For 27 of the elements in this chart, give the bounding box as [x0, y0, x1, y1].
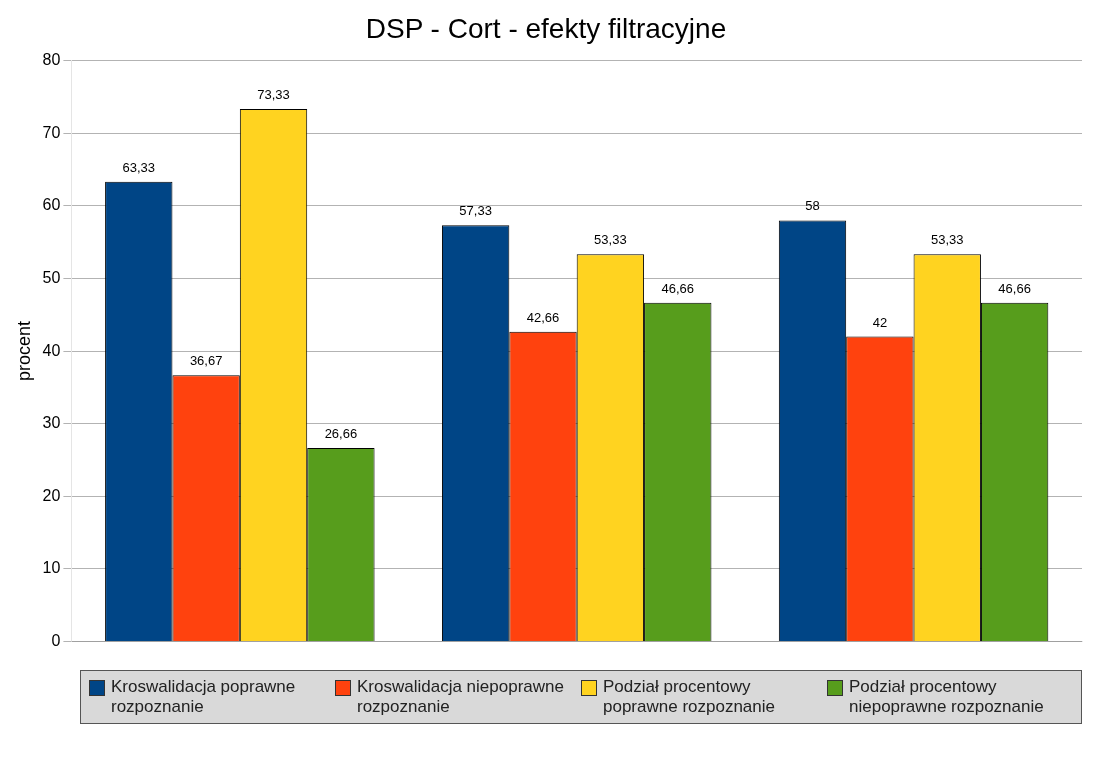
legend-label: Podział procentowy poprawne rozpoznanie	[603, 677, 776, 717]
data-label: 42,66	[526, 309, 560, 325]
y-tick-label: 40	[42, 341, 61, 359]
y-tick-label: 80	[42, 51, 61, 69]
data-label: 26,66	[324, 426, 358, 442]
data-label: 73,33	[257, 87, 290, 103]
chart-title: DSP - Cort - efekty filtracyjne	[365, 12, 727, 44]
y-axis-title: procent	[13, 321, 34, 382]
y-tick-label: 10	[42, 559, 61, 577]
data-label: 58	[805, 198, 820, 214]
data-label: 36,67	[189, 353, 223, 369]
data-label: 42	[872, 314, 888, 330]
y-tick-label: 70	[42, 123, 61, 141]
data-label: 46,66	[661, 280, 695, 296]
legend-label: Kroswalidacja poprawne rozpoznanie	[111, 677, 297, 717]
legend-label: Podział procentowy niepoprawne rozpoznanie	[849, 677, 1045, 717]
data-label: 63,33	[122, 159, 156, 175]
data-label: 53,33	[930, 232, 964, 248]
data-label: 46,66	[998, 280, 1031, 296]
data-label: 53,33	[594, 232, 627, 248]
y-tick-label: 30	[42, 414, 61, 432]
y-tick-label: 60	[42, 196, 61, 214]
y-tick-label: 50	[42, 268, 61, 286]
data-label: 57,33	[459, 203, 492, 219]
legend-label: Kroswalidacja niepoprawne rozpoznanie	[357, 677, 565, 717]
y-tick-label: 0	[51, 632, 61, 650]
y-tick-label: 20	[42, 486, 61, 504]
